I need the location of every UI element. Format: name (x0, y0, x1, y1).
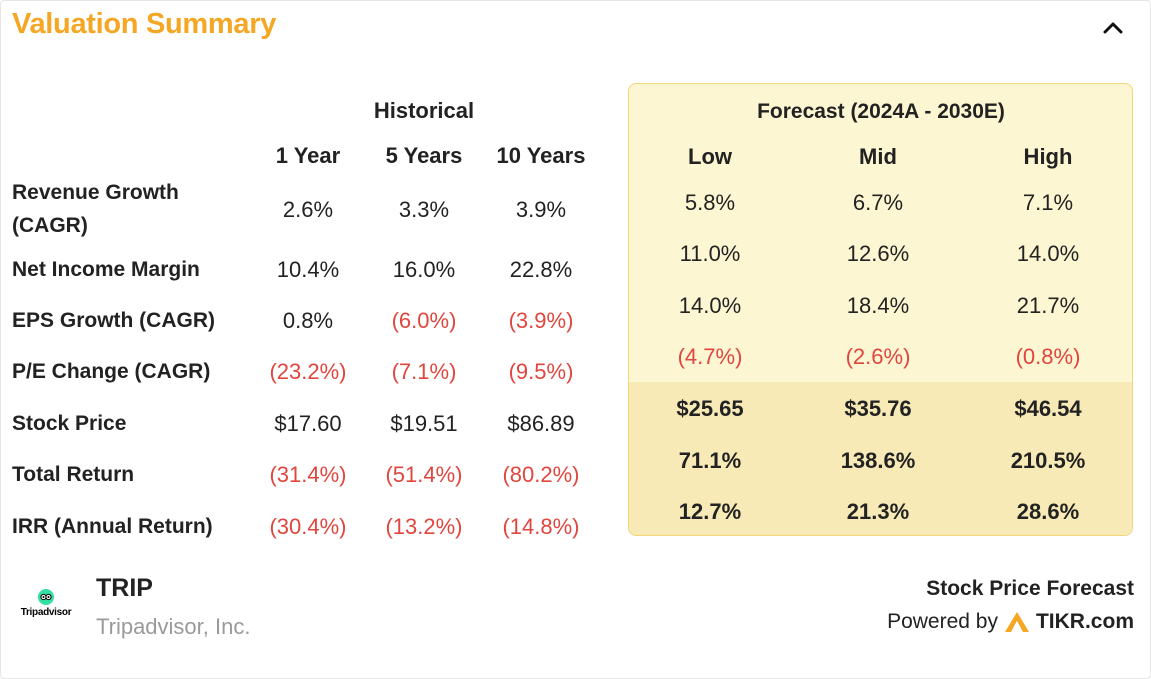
row-label-total-return: Total Return (12, 463, 135, 486)
cell-eps-1y: 0.8% (282, 308, 334, 333)
forecast-panel (628, 83, 1133, 536)
cell-margin-10y: 22.8% (509, 257, 573, 282)
forecast-highlight-rows (629, 382, 1132, 535)
cell-return-5y: (51.4%) (385, 462, 463, 487)
collapse-button[interactable] (1098, 14, 1128, 40)
cell-return-high: 210.5% (1010, 448, 1086, 473)
forecast-header: Forecast (2024A - 2030E) (757, 100, 1005, 123)
cell-eps-low: 14.0% (678, 293, 742, 318)
row-label-pe-change: P/E Change (CAGR) (12, 360, 211, 383)
cell-price-5y: $19.51 (390, 411, 458, 436)
cell-irr-1y: (30.4%) (269, 514, 347, 539)
cell-return-mid: 138.6% (840, 448, 916, 473)
cell-irr-10y: (14.8%) (502, 514, 580, 539)
cell-return-10y: (80.2%) (502, 462, 580, 487)
cell-irr-high: 28.6% (1016, 499, 1080, 524)
cell-price-1y: $17.60 (274, 411, 342, 436)
row-label-revenue-growth: Revenue Growth (12, 181, 179, 204)
cell-revenue-10y: 3.9% (515, 197, 567, 222)
company-name: Tripadvisor, Inc. (96, 614, 251, 639)
cell-eps-mid: 18.4% (846, 293, 910, 318)
cell-revenue-1y: 2.6% (282, 197, 334, 222)
cell-irr-low: 12.7% (678, 499, 742, 524)
cell-return-low: 71.1% (678, 448, 742, 473)
cell-margin-1y: 10.4% (276, 257, 340, 282)
cell-return-1y: (31.4%) (269, 462, 347, 487)
cell-eps-5y: (6.0%) (391, 308, 457, 333)
cell-pe-low: (4.7%) (677, 344, 743, 369)
row-label-stock-price: Stock Price (12, 412, 127, 435)
cell-pe-mid: (2.6%) (845, 344, 911, 369)
cell-pe-5y: (7.1%) (391, 359, 457, 384)
row-label-revenue-growth-2: (CAGR) (12, 214, 88, 237)
col-1-year: 1 Year (275, 143, 341, 168)
cell-revenue-low: 5.8% (684, 190, 736, 215)
powered-by-tikr[interactable]: Powered by TIKR.com (887, 610, 1134, 634)
tikr-logo-icon (1004, 612, 1029, 632)
company-ticker: TRIP (96, 574, 153, 602)
cell-irr-mid: 21.3% (846, 499, 910, 524)
chevron-up-icon (1103, 22, 1123, 34)
cell-eps-high: 21.7% (1016, 293, 1080, 318)
cell-margin-5y: 16.0% (392, 257, 456, 282)
cell-pe-10y: (9.5%) (508, 359, 574, 384)
row-label-eps-growth: EPS Growth (CAGR) (12, 309, 215, 332)
col-5-years: 5 Years (385, 143, 463, 168)
cell-irr-5y: (13.2%) (385, 514, 463, 539)
logo-wordmark: Tripadvisor (20, 606, 72, 618)
cell-pe-high: (0.8%) (1015, 344, 1081, 369)
cell-margin-mid: 12.6% (846, 241, 910, 266)
cell-revenue-high: 7.1% (1022, 190, 1074, 215)
cell-margin-high: 14.0% (1016, 241, 1080, 266)
company-logo: Tripadvisor (12, 578, 80, 628)
cell-pe-1y: (23.2%) (269, 359, 347, 384)
cell-revenue-mid: 6.7% (852, 190, 904, 215)
row-label-irr: IRR (Annual Return) (12, 515, 213, 538)
powered-by-text: Powered by (887, 610, 998, 633)
col-high: High (1023, 144, 1073, 169)
stock-price-forecast-label: Stock Price Forecast (926, 577, 1134, 600)
cell-eps-10y: (3.9%) (508, 308, 574, 333)
cell-price-high: $46.54 (1014, 396, 1082, 421)
tripadvisor-owl-icon (38, 588, 54, 605)
col-low: Low (688, 144, 732, 169)
page-title: Valuation Summary (12, 8, 277, 40)
col-mid: Mid (859, 144, 897, 169)
cell-price-mid: $35.76 (844, 396, 912, 421)
cell-revenue-5y: 3.3% (398, 197, 450, 222)
cell-price-low: $25.65 (676, 396, 744, 421)
historical-header: Historical (373, 98, 475, 123)
cell-margin-low: 11.0% (679, 241, 741, 266)
row-label-net-income-margin: Net Income Margin (12, 258, 200, 281)
col-10-years: 10 Years (496, 143, 586, 168)
cell-price-10y: $86.89 (507, 411, 575, 436)
tikr-brand-link[interactable]: TIKR.com (1035, 610, 1134, 633)
